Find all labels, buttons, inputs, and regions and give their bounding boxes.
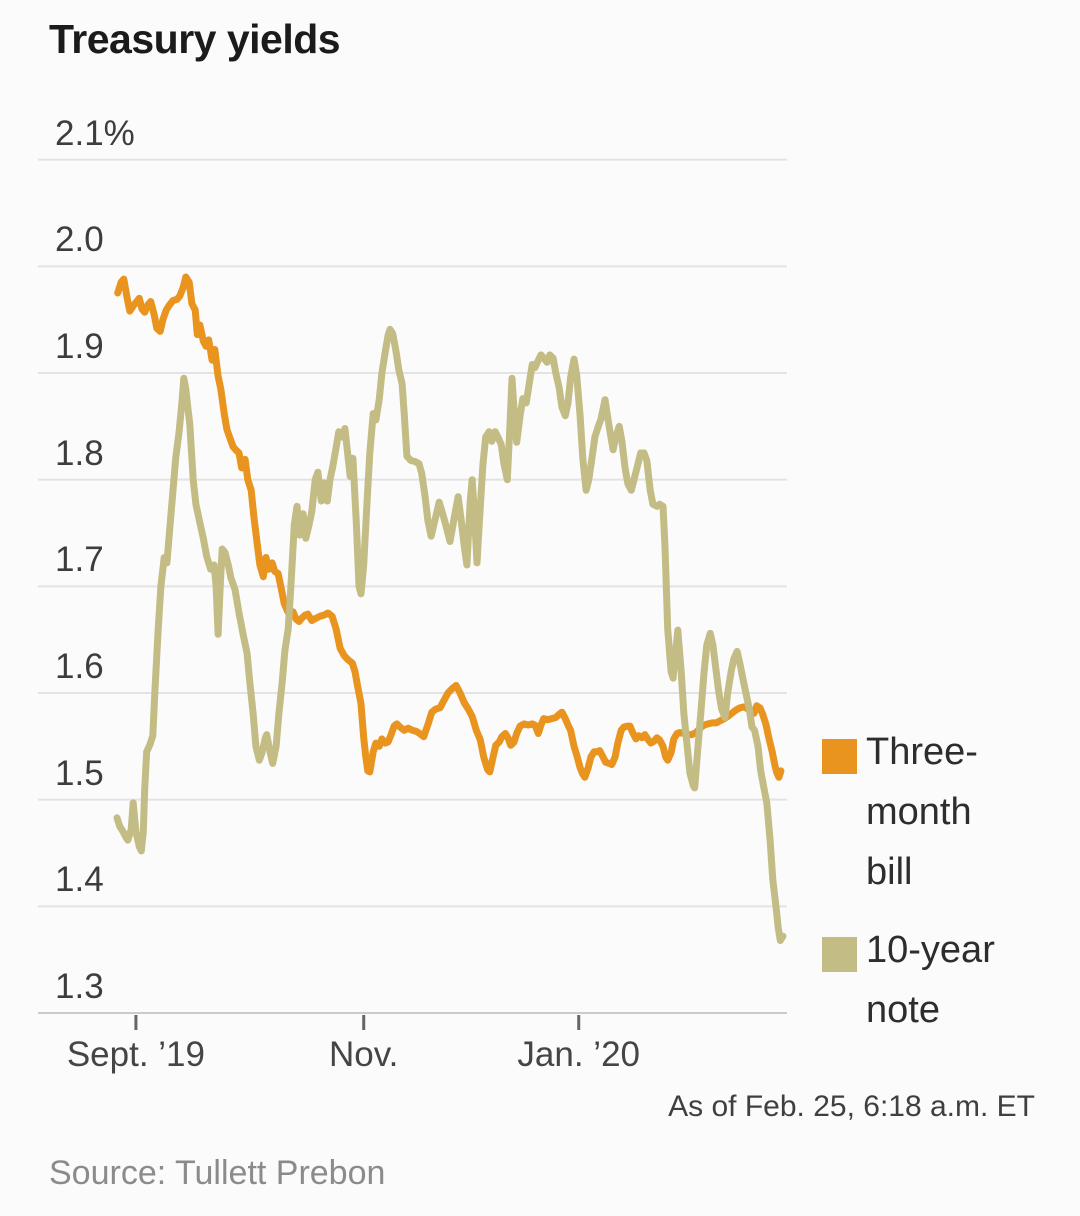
three-month-bill-line (114, 273, 785, 781)
page-title: Treasury yields (49, 16, 341, 62)
y-axis-label: 1.9 (55, 326, 104, 366)
y-axis-label: 1.4 (55, 860, 104, 900)
x-axis-label: Sept. ’19 (66, 1035, 205, 1074)
y-axis-label: 2.0 (55, 220, 104, 260)
y-axis-label: 1.8 (55, 433, 104, 473)
legend-label: 10-year note (866, 929, 995, 1031)
legend-item-ten-year-note: 10-year note (822, 920, 995, 1040)
y-axis-label: 1.7 (55, 540, 104, 580)
y-axis-label: 2.1% (55, 113, 135, 153)
legend-item-three-month-bill: Three- month bill (822, 722, 978, 902)
legend-label: Three- month bill (866, 731, 978, 893)
y-axis-label: 1.5 (55, 753, 104, 793)
as-of-timestamp: As of Feb. 25, 6:18 a.m. ET (668, 1090, 1035, 1123)
x-axis-label: Jan. ’20 (517, 1035, 641, 1074)
x-axis-label: Nov. (329, 1035, 399, 1074)
three-month-swatch (822, 739, 857, 774)
source-credit: Source: Tullett Prebon (49, 1154, 386, 1192)
ten-year-swatch (822, 937, 857, 972)
y-axis-label: 1.6 (55, 646, 104, 686)
y-axis-label: 1.3 (55, 967, 104, 1006)
ten-year-note-line (113, 325, 787, 944)
